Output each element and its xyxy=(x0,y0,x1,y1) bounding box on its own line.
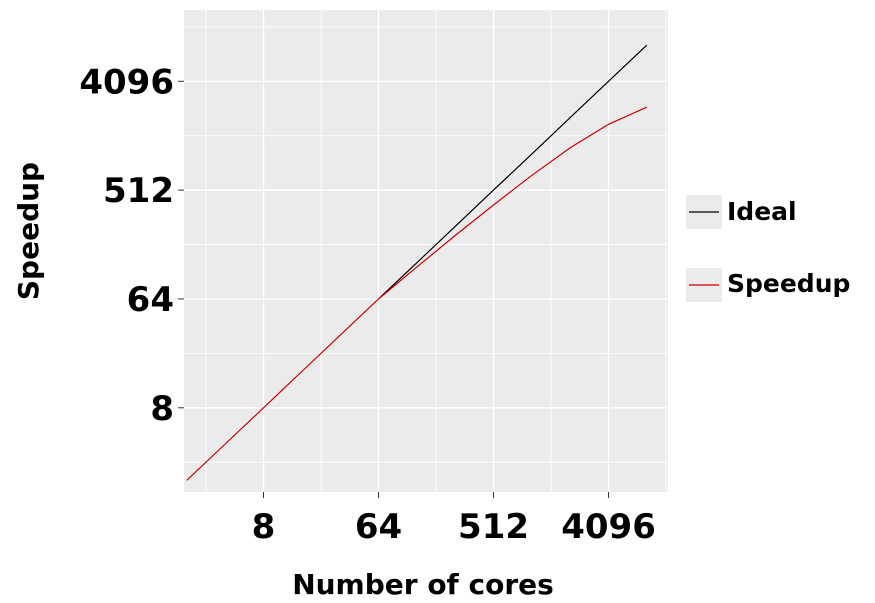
y-tick-label: 64 xyxy=(127,280,174,320)
y-tick-label: 4096 xyxy=(79,62,174,102)
x-tick-label: 512 xyxy=(458,507,529,547)
x-tick-label: 4096 xyxy=(561,507,656,547)
x-axis-title: Number of cores xyxy=(292,568,554,601)
y-tick-label: 8 xyxy=(150,389,174,429)
legend: Ideal Speedup xyxy=(686,195,850,302)
series-layer xyxy=(186,44,648,481)
y-axis-title: Speedup xyxy=(12,162,45,300)
series-line-ideal xyxy=(378,44,648,300)
x-tick-label: 8 xyxy=(252,507,276,547)
legend-label-speedup: Speedup xyxy=(727,269,850,298)
y-tick-label: 512 xyxy=(103,171,174,211)
plot-background xyxy=(184,10,668,492)
x-axis-ticks: 8 64 512 4096 xyxy=(252,492,656,547)
x-tick-label: 64 xyxy=(355,507,402,547)
y-axis-ticks: 8 64 512 4096 xyxy=(79,62,184,429)
legend-label-ideal: Ideal xyxy=(727,197,797,226)
grid xyxy=(184,10,668,492)
series-line-speedup xyxy=(186,106,648,481)
